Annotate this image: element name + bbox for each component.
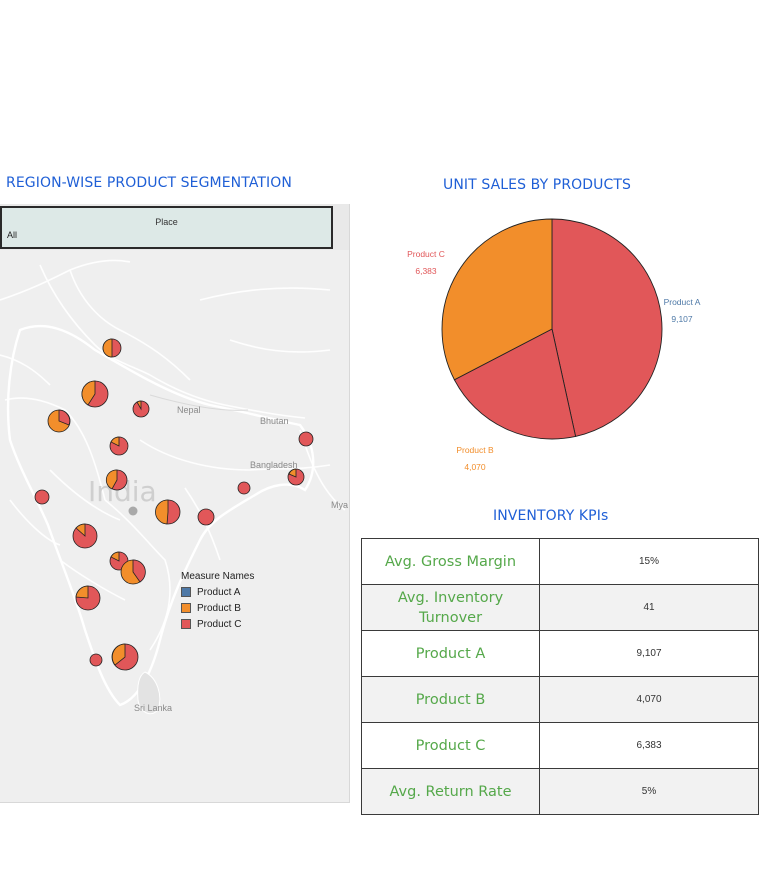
region-pie-marker[interactable] [72,523,98,549]
region-pie-marker[interactable] [34,489,50,505]
legend-label: Product B [197,602,241,614]
region-pie-marker[interactable] [298,431,314,447]
pie-slice-product-c[interactable] [441,218,553,381]
kpi-value: 41 [539,584,759,631]
region-pie-marker[interactable] [237,481,251,495]
pie-slice-product-b[interactable] [453,328,577,440]
kpi-table-title: INVENTORY KPIs [493,508,609,524]
label-bhutan: Bhutan [260,416,289,426]
kpi-row: Product B 4,070 [361,676,759,723]
label-myanmar: Mya [331,500,348,510]
map-canvas[interactable]: India Nepal Bhutan Bangladesh Mya Sri La… [0,204,349,802]
region-pie-marker[interactable] [111,643,139,671]
region-pie-marker[interactable] [287,468,305,486]
kpi-label: Product A [361,630,540,677]
region-pie-marker[interactable] [132,400,150,418]
kpi-value: 6,383 [539,722,759,769]
kpi-label: Avg. Gross Margin [361,538,540,585]
legend-swatch [181,603,191,613]
pie-slice-product-a[interactable] [551,218,663,437]
place-filter-label: Place [155,217,178,227]
kpi-row: Avg. Gross Margin 15% [361,538,759,585]
kpi-value: 15% [539,538,759,585]
pie-label: Product B [456,445,494,455]
map-legend: Measure Names Product A Product B Produc… [181,571,254,632]
kpi-value: 4,070 [539,676,759,723]
kpi-row: Product C 6,383 [361,722,759,769]
legend-label: Product C [197,618,242,630]
kpi-label: Avg. Inventory Turnover [361,584,540,631]
unit-sales-pie-chart[interactable]: Product A 9,107 Product B 4,070 Product C 6,3… [380,205,720,485]
label-nepal: Nepal [177,405,201,415]
legend-label: Product A [197,586,241,598]
label-bangladesh: Bangladesh [250,460,298,470]
region-pie-marker[interactable] [102,338,122,358]
region-pie-marker[interactable] [81,380,109,408]
pie-chart-title: UNIT SALES BY PRODUCTS [443,177,632,193]
kpi-value: 9,107 [539,630,759,677]
region-pie-marker[interactable] [105,469,128,491]
map-title: REGION-WISE PRODUCT SEGMENTATION [6,175,292,191]
kpi-label-text: Avg. Inventory Turnover [397,589,504,626]
legend-item-product-b[interactable]: Product B [181,600,254,616]
legend-swatch [181,587,191,597]
legend-title: Measure Names [181,571,255,582]
pie-label: Product C [407,249,445,259]
kpi-label: Product B [361,676,540,723]
place-filter-value[interactable]: All [7,230,18,240]
pie-value-label: 9,107 [671,314,693,324]
place-filter[interactable]: Place All [0,206,333,249]
legend-item-product-a[interactable]: Product A [181,584,254,600]
kpi-row: Product A 9,107 [361,630,759,677]
kpi-label: Avg. Return Rate [361,768,540,815]
region-pie-marker[interactable] [75,585,101,611]
inventory-kpi-table: Avg. Gross Margin 15% Avg. Inventory Tur… [361,538,759,815]
region-map[interactable]: India Nepal Bhutan Bangladesh Mya Sri La… [0,204,350,803]
legend-swatch [181,619,191,629]
pie-value-label: 4,070 [464,462,486,472]
capital-marker [128,506,138,516]
region-pie-marker[interactable] [120,559,146,585]
region-pie-marker[interactable] [197,508,215,526]
region-pie-marker[interactable] [89,653,103,667]
pie-label: Product A [664,297,701,307]
region-pie-marker[interactable] [47,409,71,433]
legend-item-product-c[interactable]: Product C [181,616,254,632]
label-sri-lanka: Sri Lanka [134,703,172,713]
region-pie-marker[interactable] [109,436,129,456]
kpi-label: Product C [361,722,540,769]
region-pie-marker[interactable] [155,499,181,525]
kpi-row: Avg. Inventory Turnover 41 [361,584,759,631]
kpi-value: 5% [539,768,759,815]
pie-value-label: 6,383 [415,266,437,276]
region-pie-markers[interactable] [34,338,314,671]
kpi-row: Avg. Return Rate 5% [361,768,759,815]
